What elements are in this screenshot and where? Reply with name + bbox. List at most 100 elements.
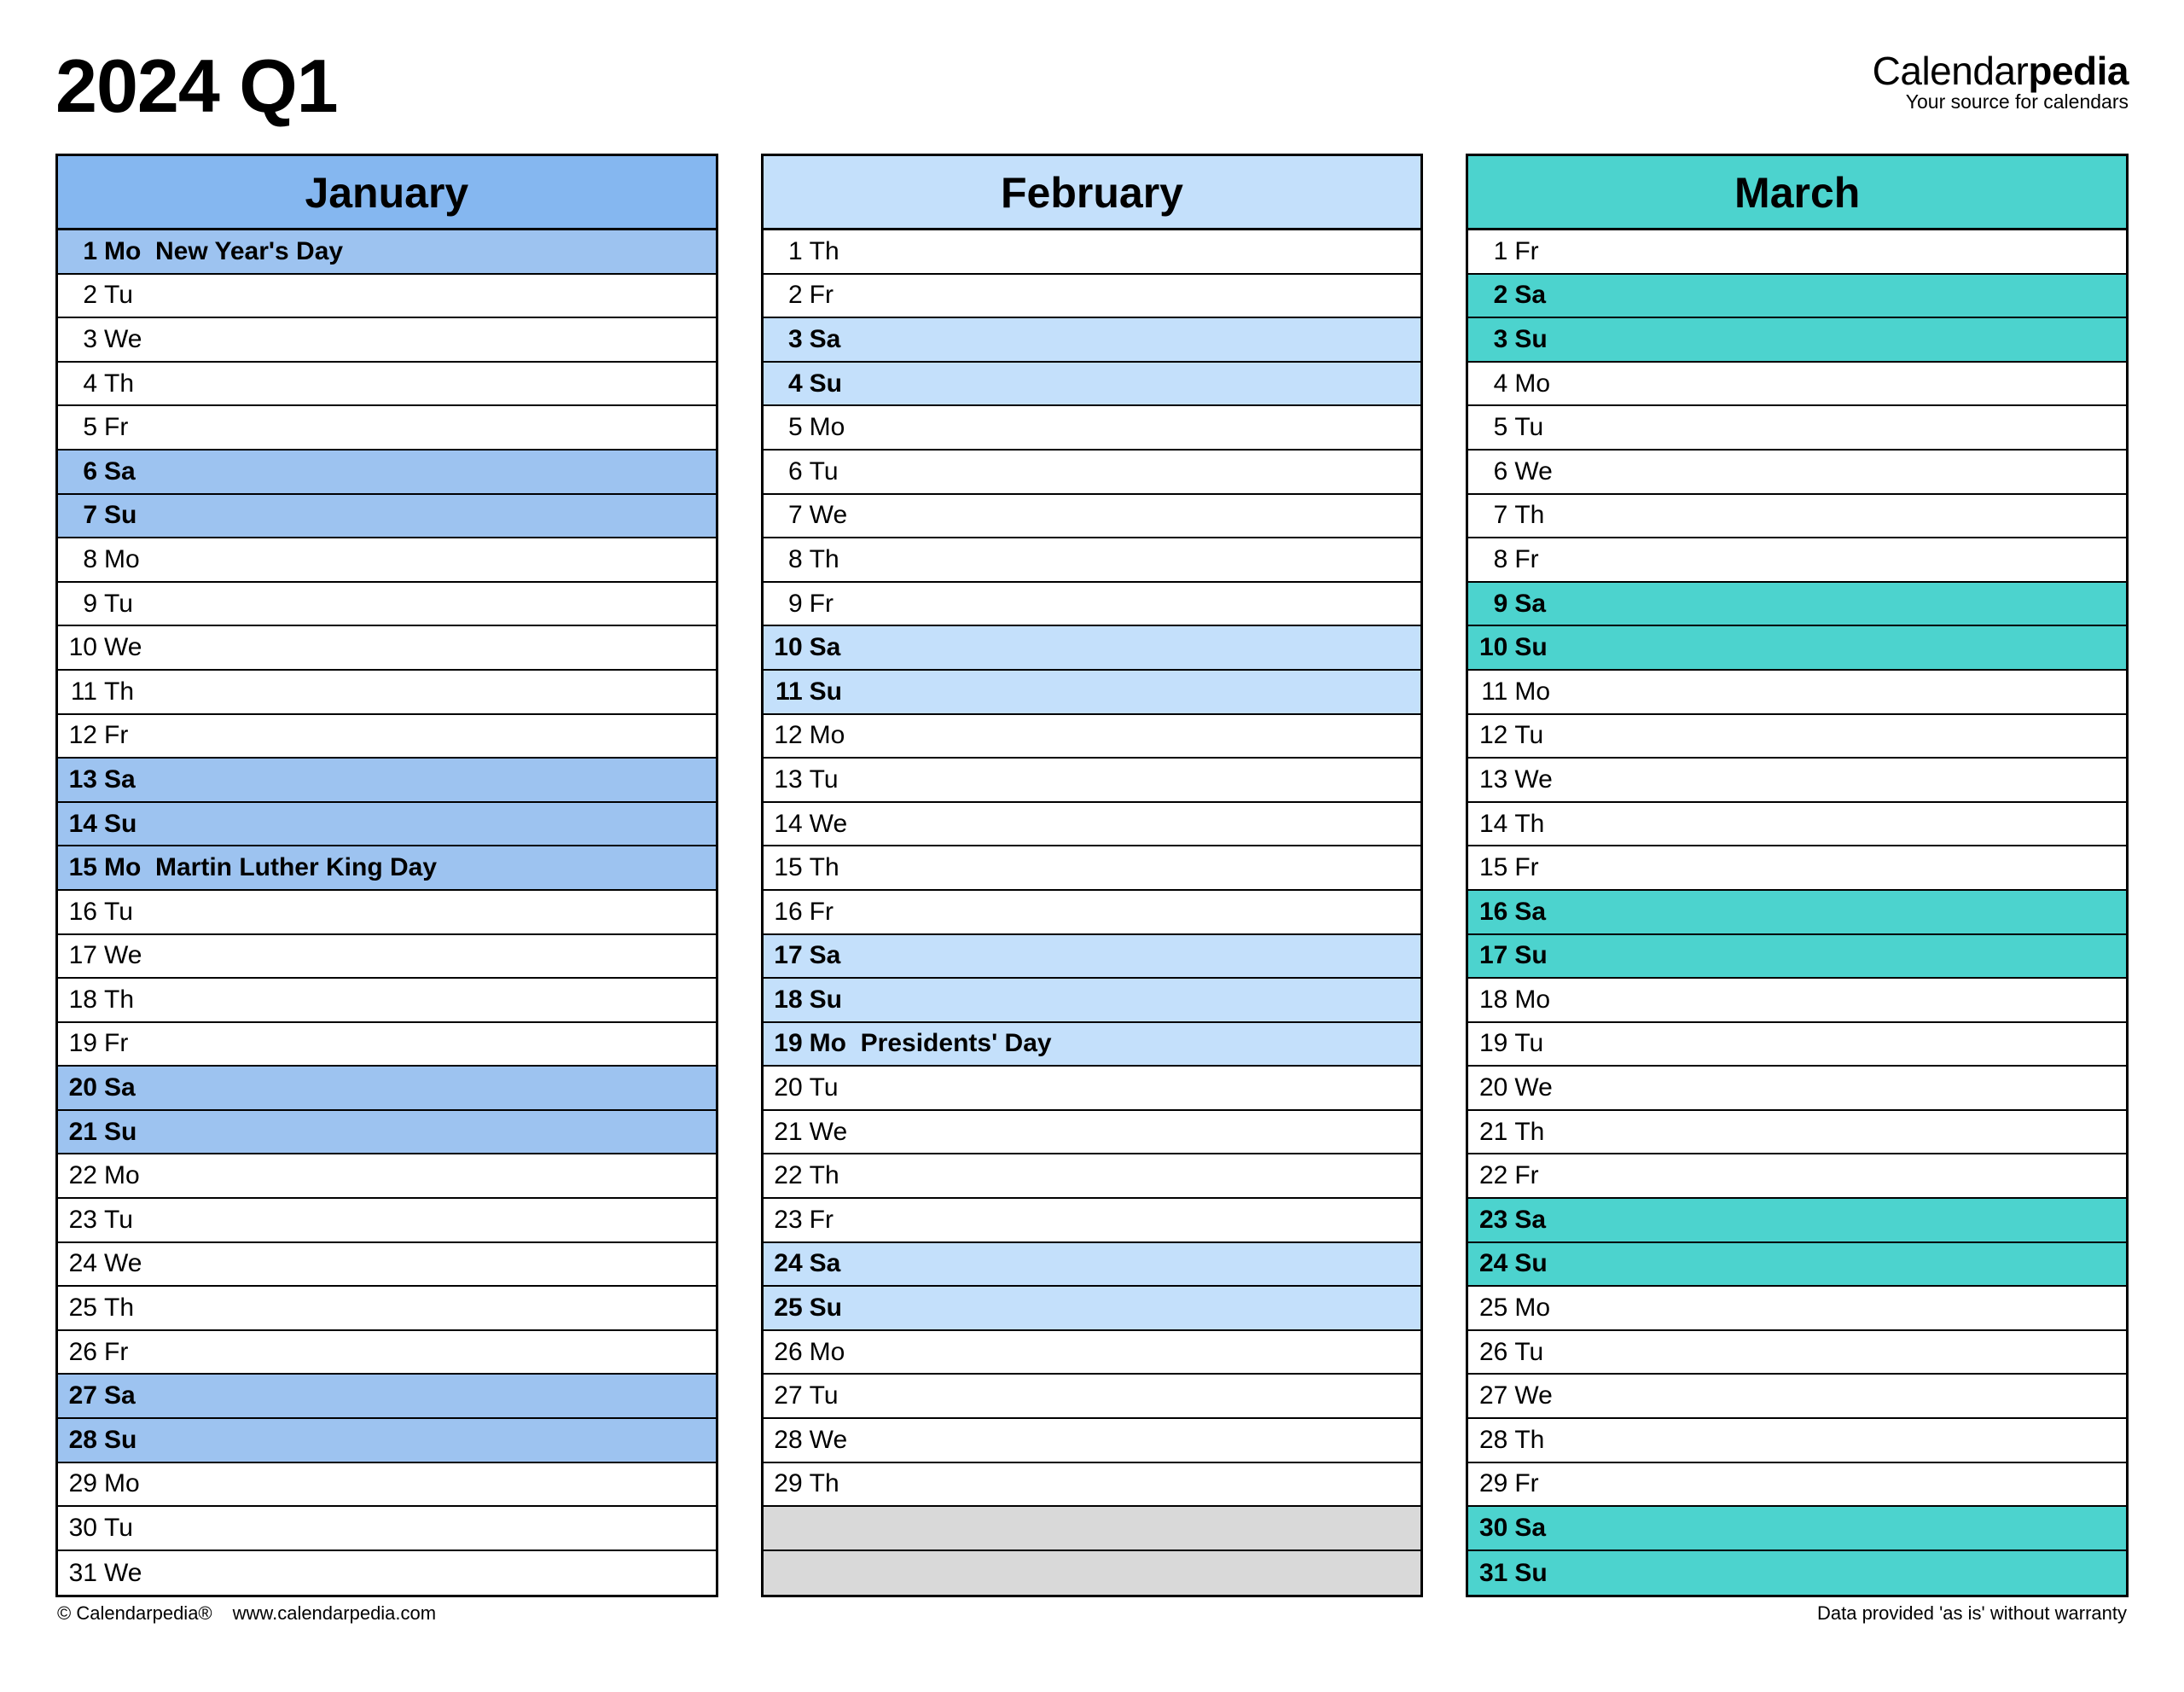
day-number: 7	[67, 501, 104, 530]
day-row: 29Th	[764, 1463, 1421, 1508]
day-row: 6We	[1468, 451, 2126, 495]
day-abbr: Fr	[104, 1338, 154, 1367]
day-number: 25	[67, 1294, 104, 1323]
day-row: 17We	[58, 935, 716, 980]
day-number: 30	[67, 1514, 104, 1543]
day-abbr: Mo	[810, 1029, 859, 1058]
day-number: 4	[1477, 369, 1514, 398]
day-abbr: Su	[1514, 941, 1564, 970]
day-row: 16Tu	[58, 891, 716, 935]
day-row: 21We	[764, 1111, 1421, 1155]
day-row: 20Sa	[58, 1067, 716, 1111]
day-number: 19	[772, 1029, 810, 1058]
day-number: 14	[772, 810, 810, 839]
day-abbr: Th	[810, 1469, 859, 1498]
day-abbr: Tu	[104, 1514, 154, 1543]
day-abbr: We	[1514, 457, 1564, 486]
day-number: 16	[67, 898, 104, 927]
day-row: 6Sa	[58, 451, 716, 495]
day-row: 10We	[58, 626, 716, 671]
logo-main: Calendarpedia	[1873, 48, 2129, 94]
day-number: 22	[67, 1161, 104, 1190]
day-row: 13We	[1468, 759, 2126, 803]
day-abbr: We	[1514, 1381, 1564, 1410]
day-abbr: We	[810, 1426, 859, 1455]
day-abbr: Tu	[104, 281, 154, 310]
day-abbr: Tu	[810, 1073, 859, 1102]
day-number: 12	[772, 721, 810, 750]
day-row: 23Fr	[764, 1199, 1421, 1243]
day-row: 29Mo	[58, 1463, 716, 1508]
day-number: 2	[67, 281, 104, 310]
day-number: 1	[1477, 237, 1514, 266]
day-abbr: Sa	[1514, 590, 1564, 619]
day-number: 12	[67, 721, 104, 750]
day-number: 23	[772, 1206, 810, 1235]
day-number: 30	[1477, 1514, 1514, 1543]
day-abbr: Fr	[104, 721, 154, 750]
day-row: 28Su	[58, 1419, 716, 1463]
day-abbr: Mo	[104, 1469, 154, 1498]
day-row: 16Sa	[1468, 891, 2126, 935]
day-row: 6Tu	[764, 451, 1421, 495]
day-abbr: Sa	[104, 1381, 154, 1410]
day-row: 30Tu	[58, 1507, 716, 1551]
day-abbr: Su	[104, 1118, 154, 1147]
day-row: 15Fr	[1468, 846, 2126, 891]
day-row: 27Tu	[764, 1375, 1421, 1419]
day-abbr: Th	[1514, 810, 1564, 839]
day-row: 12Fr	[58, 715, 716, 759]
month-header: January	[58, 156, 716, 230]
day-number: 4	[772, 369, 810, 398]
day-row: 20Tu	[764, 1067, 1421, 1111]
day-abbr: Sa	[810, 941, 859, 970]
day-number: 6	[1477, 457, 1514, 486]
day-row: 27We	[1468, 1375, 2126, 1419]
day-abbr: Th	[104, 986, 154, 1015]
day-row: 25Th	[58, 1287, 716, 1331]
day-row: 15MoMartin Luther King Day	[58, 846, 716, 891]
day-number: 15	[67, 853, 104, 882]
day-abbr: Tu	[1514, 413, 1564, 442]
day-row: 12Mo	[764, 715, 1421, 759]
day-number: 10	[772, 633, 810, 662]
day-row: 1MoNew Year's Day	[58, 230, 716, 275]
day-number: 18	[67, 986, 104, 1015]
day-abbr: Mo	[104, 853, 154, 882]
day-row: 24Su	[1468, 1243, 2126, 1288]
day-abbr: Fr	[810, 281, 859, 310]
day-abbr: Th	[104, 369, 154, 398]
day-row: 7We	[764, 495, 1421, 539]
month-column: February1Th2Fr3Sa4Su5Mo6Tu7We8Th9Fr10Sa1…	[761, 154, 1424, 1597]
day-number: 10	[1477, 633, 1514, 662]
day-abbr: Tu	[1514, 1029, 1564, 1058]
day-number: 21	[67, 1118, 104, 1147]
day-number: 31	[67, 1559, 104, 1588]
day-row: 3Sa	[764, 318, 1421, 363]
day-abbr: We	[104, 1249, 154, 1278]
day-row: 19MoPresidents' Day	[764, 1023, 1421, 1067]
day-row: 31We	[58, 1551, 716, 1596]
page-title: 2024 Q1	[55, 43, 338, 130]
day-row: 1Th	[764, 230, 1421, 275]
day-number: 1	[67, 237, 104, 266]
day-row: 4Mo	[1468, 363, 2126, 407]
day-number: 26	[1477, 1338, 1514, 1367]
day-abbr: Th	[1514, 1118, 1564, 1147]
day-number: 26	[67, 1338, 104, 1367]
day-number: 13	[67, 765, 104, 794]
day-number: 21	[772, 1118, 810, 1147]
day-abbr: We	[104, 1559, 154, 1588]
day-abbr: Mo	[1514, 677, 1564, 706]
day-number: 13	[1477, 765, 1514, 794]
day-abbr: Su	[810, 369, 859, 398]
day-number: 20	[67, 1073, 104, 1102]
day-number: 27	[67, 1381, 104, 1410]
day-abbr: We	[1514, 765, 1564, 794]
day-number: 1	[772, 237, 810, 266]
day-event: Presidents' Day	[859, 1029, 1421, 1058]
day-abbr: Su	[1514, 325, 1564, 354]
day-row: 8Th	[764, 538, 1421, 583]
day-abbr: We	[1514, 1073, 1564, 1102]
day-abbr: Sa	[810, 633, 859, 662]
